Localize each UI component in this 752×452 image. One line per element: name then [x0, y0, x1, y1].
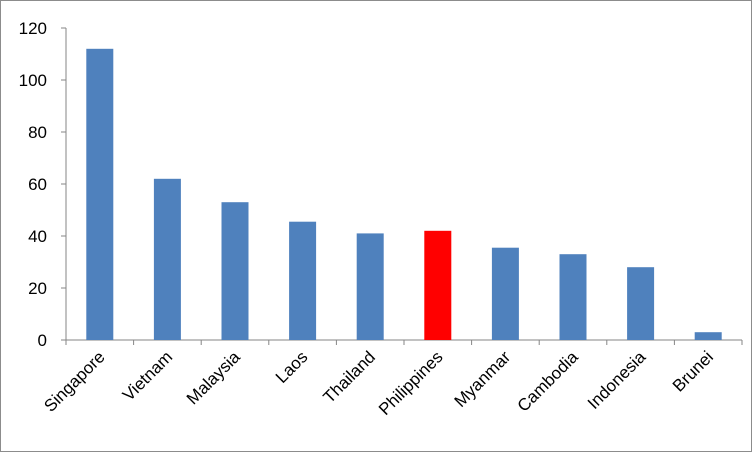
bar-brunei — [694, 332, 722, 340]
y-axis: 0 20 40 60 80 100 120 — [19, 19, 67, 350]
bar-myanmar — [491, 247, 519, 340]
y-tick-label: 40 — [28, 227, 47, 246]
bar-cambodia — [559, 254, 587, 340]
x-tick-label: Myanmar — [451, 347, 515, 411]
bars — [86, 48, 722, 341]
y-tick-label: 0 — [38, 331, 47, 350]
x-axis: Singapore Vietnam Malaysia Laos ThailandPhil… — [40, 339, 743, 419]
x-tick-label: Vietnam — [119, 347, 176, 404]
y-tick-label: 120 — [19, 19, 47, 38]
bar-laos — [289, 221, 317, 340]
bar-singapore — [86, 48, 114, 341]
x-tick-label: Malaysia — [183, 347, 244, 408]
x-tick-label: Singapore — [40, 347, 108, 415]
y-tick-label: 60 — [28, 175, 47, 194]
bar-philippines — [424, 230, 452, 340]
bar-thailand — [356, 233, 384, 340]
bar-malaysia — [221, 202, 249, 340]
x-tick-label: Cambodia — [514, 347, 583, 416]
x-tick-label: Laos — [272, 347, 312, 387]
y-tick-label: 80 — [28, 123, 47, 142]
bar-indonesia — [627, 267, 655, 340]
x-tick-label: Thailand — [319, 347, 379, 407]
bar-vietnam — [153, 178, 181, 340]
x-tick-label: Brunei — [669, 347, 717, 395]
y-tick-label: 100 — [19, 71, 47, 90]
x-tick-label: Indonesia — [584, 347, 650, 413]
x-tick-label: Philippines — [375, 347, 447, 419]
y-tick-label: 20 — [28, 279, 47, 298]
